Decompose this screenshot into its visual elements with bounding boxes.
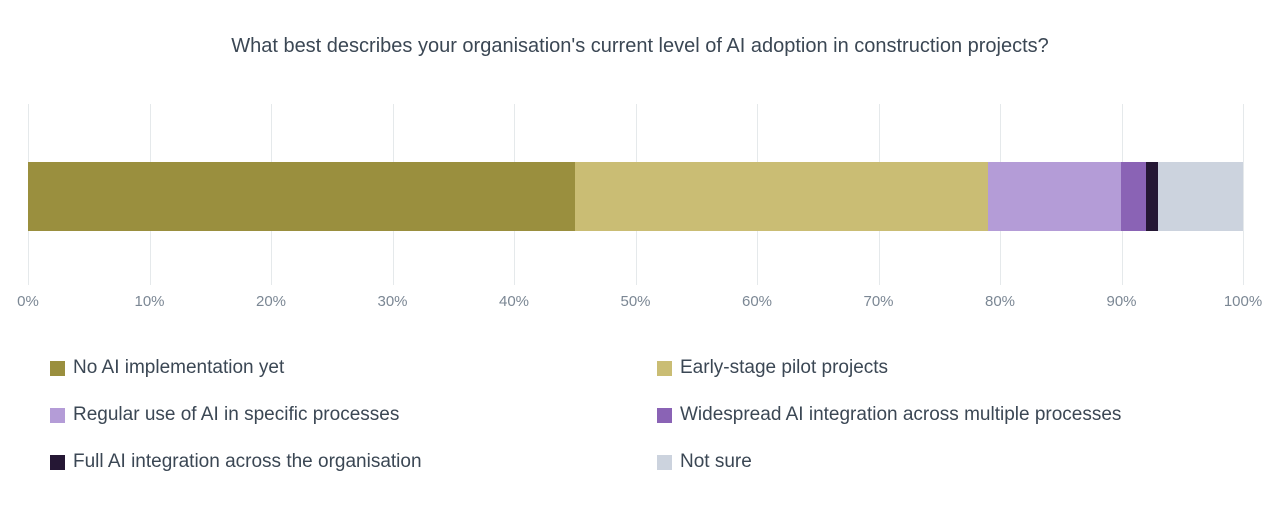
legend-swatch-icon: [50, 407, 65, 423]
legend-swatch-icon: [50, 360, 65, 376]
legend-item-6[interactable]: Not sure: [657, 449, 1121, 475]
legend: No AI implementation yet Early-stage pilo…: [50, 355, 1121, 475]
bar-segment-6[interactable]: [1157, 162, 1243, 231]
bar-segment-2[interactable]: [574, 162, 988, 231]
legend-label: Not sure: [680, 451, 752, 472]
legend-label: No AI implementation yet: [73, 357, 285, 378]
bar-segment-1[interactable]: [28, 162, 575, 231]
legend-item-4[interactable]: Widespread AI integration across multipl…: [657, 402, 1121, 428]
x-tick-label: 0%: [17, 293, 39, 310]
legend-label: Full AI integration across the organisat…: [73, 451, 422, 472]
legend-item-3[interactable]: Regular use of AI in specific processes: [50, 402, 657, 428]
legend-label: Widespread AI integration across multipl…: [680, 404, 1122, 425]
stacked-bar: [28, 162, 1243, 231]
gridline: [1243, 104, 1244, 285]
plot-area: [28, 104, 1244, 285]
x-axis: 0% 10% 20% 30% 40% 50% 60% 70% 80% 90% 100%: [17, 293, 1262, 313]
bar-segment-3[interactable]: [987, 162, 1122, 231]
x-tick-label: 50%: [620, 293, 651, 310]
chart-title: What best describes your organisation's …: [231, 35, 1049, 57]
x-tick-label: 40%: [498, 293, 530, 310]
legend-swatch-icon: [657, 454, 672, 470]
x-tick-label: 60%: [741, 293, 773, 310]
legend-item-5[interactable]: Full AI integration across the organisat…: [50, 449, 657, 475]
legend-item-2[interactable]: Early-stage pilot projects: [657, 355, 1121, 381]
x-tick-label: 80%: [984, 293, 1016, 310]
bar-segment-5[interactable]: [1145, 162, 1158, 231]
legend-swatch-icon: [657, 407, 672, 423]
legend-label: Regular use of AI in specific processes: [73, 404, 400, 425]
x-tick-label: 90%: [1106, 293, 1137, 310]
legend-label: Early-stage pilot projects: [680, 357, 889, 378]
legend-item-1[interactable]: No AI implementation yet: [50, 355, 657, 381]
x-tick-label: 100%: [1223, 293, 1263, 310]
x-tick-label: 30%: [377, 293, 408, 310]
bar-segment-4[interactable]: [1121, 162, 1146, 231]
legend-swatch-icon: [657, 360, 672, 376]
x-tick-label: 20%: [255, 293, 287, 310]
x-tick-label: 10%: [134, 293, 165, 310]
x-tick-label: 70%: [863, 293, 894, 310]
legend-swatch-icon: [50, 454, 65, 470]
